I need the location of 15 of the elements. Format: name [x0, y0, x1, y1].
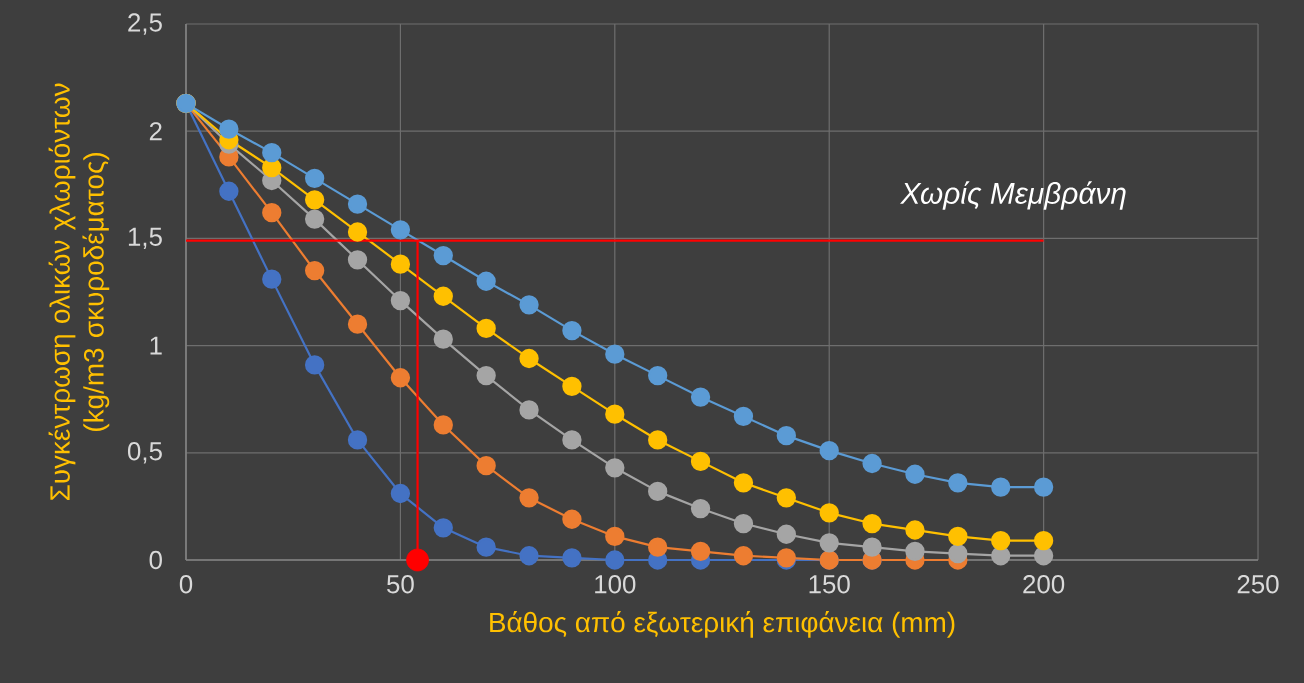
x-tick-label: 200: [1023, 575, 1065, 594]
x-tick-label: 150: [809, 575, 850, 594]
x-tick-label: 100: [595, 575, 636, 594]
x-tick-label: 50: [387, 575, 414, 594]
y-tick-label: 1: [150, 336, 162, 355]
y-tick-label: 0: [149, 550, 162, 570]
x-tick-label: 250: [1237, 575, 1279, 594]
y-tick-label: 2: [149, 122, 162, 141]
y-tick-label: 0,5: [127, 442, 162, 464]
x-tick-label: 0: [179, 575, 193, 594]
y-axis-title: Συγκέντρωση ολικών χλωριόντων (kg/m3 σκυροδέματος): [48, 83, 110, 501]
y-tick-label: 1,5: [128, 227, 162, 249]
y-tick-label: 2,5: [128, 13, 162, 35]
annotation: Χωρίς Μεμβράνη: [900, 181, 1126, 210]
x-axis-title: Βάθος από εξωτερική επιφάνεια (mm): [490, 611, 955, 638]
